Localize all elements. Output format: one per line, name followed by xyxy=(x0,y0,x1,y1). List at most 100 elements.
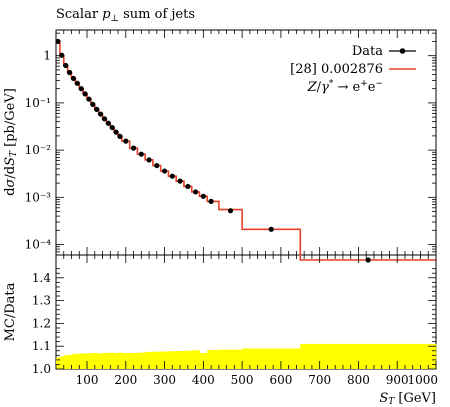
ratio-band-bin xyxy=(94,353,99,369)
xtick-label: 600 xyxy=(269,373,292,387)
data-point xyxy=(365,257,371,263)
data-point xyxy=(200,193,206,199)
data-point xyxy=(192,189,199,195)
ratio-ytick-label: 1.2 xyxy=(32,316,51,330)
ratio-band-bin xyxy=(83,353,88,369)
ratio-band-bin xyxy=(160,351,169,369)
xtick-label: 200 xyxy=(114,373,137,387)
data-points-group xyxy=(55,38,371,263)
ratio-ytick-label: 1.1 xyxy=(32,339,51,353)
ratio-band-bin xyxy=(98,353,103,369)
ratio-band-bin xyxy=(110,352,115,369)
ratio-band-bin xyxy=(102,353,107,369)
data-point xyxy=(117,133,123,140)
legend: Data [28] 0.002876 Z/γ* → e+e− xyxy=(290,44,416,95)
legend-mc-label: [28] 0.002876 xyxy=(290,62,383,77)
data-point xyxy=(169,173,175,179)
data-point xyxy=(227,208,234,214)
ratio-band-bin xyxy=(218,349,243,369)
ratio-band-bin xyxy=(118,352,123,369)
ratio-band-bin xyxy=(152,351,161,369)
ratio-band-bin xyxy=(168,351,177,369)
ratio-band-bin xyxy=(191,350,200,369)
data-point xyxy=(208,198,214,204)
xtick-label: 700 xyxy=(308,373,331,387)
data-point xyxy=(105,120,111,126)
ratio-band-bin xyxy=(56,357,61,369)
data-point xyxy=(82,91,88,97)
data-point xyxy=(70,75,77,82)
chart-title: Scalar p⊥ sum of jets xyxy=(56,7,195,24)
title-var: p xyxy=(102,7,111,22)
data-point xyxy=(177,178,183,184)
data-point xyxy=(86,96,92,102)
ratio-band-bin xyxy=(59,356,65,369)
ratio-ylabel: MC/Data xyxy=(3,282,18,341)
data-point xyxy=(101,116,108,122)
ratio-ytick-label: 1.0 xyxy=(32,362,51,376)
data-point xyxy=(63,62,69,69)
ratio-band-bin xyxy=(79,353,84,369)
data-point xyxy=(113,129,119,135)
data-point xyxy=(94,106,100,112)
title-sub: ⊥ xyxy=(111,14,119,24)
main-ytick-label: 10⁻⁴ xyxy=(25,238,52,252)
main-ytick-label: 1 xyxy=(43,49,51,63)
data-point xyxy=(161,168,168,174)
ratio-band-bin xyxy=(300,343,437,369)
ratio-band-bin xyxy=(183,350,193,369)
ratio-band-bin xyxy=(145,351,154,369)
data-point xyxy=(59,52,65,58)
ratio-band-bin xyxy=(67,354,72,369)
ratio-band-bin xyxy=(242,348,301,369)
x-axis-title: ST [GeV] xyxy=(379,391,436,407)
ratio-band-bin xyxy=(75,353,80,369)
legend-data-marker xyxy=(399,48,406,54)
xtick-label: 400 xyxy=(192,373,215,387)
data-point xyxy=(109,124,115,131)
main-ylabel: dσ/dST [pb/GeV] xyxy=(3,88,19,196)
ratio-band-bin xyxy=(106,352,111,369)
main-ytick-label: 10⁻¹ xyxy=(25,96,51,110)
ratio-ytick-label: 1.4 xyxy=(32,271,51,285)
data-point xyxy=(123,138,129,144)
axis-ticks-group xyxy=(55,30,437,370)
data-point xyxy=(78,86,84,92)
ratio-band-bin xyxy=(63,355,68,369)
legend-process-label: Z/γ* → e+e− xyxy=(307,79,383,95)
xtick-label: 900 xyxy=(386,373,409,387)
data-point xyxy=(74,80,80,86)
ratio-ytick-label: 1.3 xyxy=(32,294,51,308)
ratio-band-bin xyxy=(87,353,92,369)
xtick-label: 500 xyxy=(231,373,254,387)
main-ytick-label: 10⁻² xyxy=(25,143,52,157)
ratio-ytick-labels: 1.0 1.1 1.2 1.3 1.4 xyxy=(32,271,51,376)
data-point xyxy=(90,101,96,107)
data-point xyxy=(154,162,160,169)
data-point xyxy=(138,151,144,157)
ratio-band-bin xyxy=(207,350,220,369)
xtick-label: 300 xyxy=(153,373,176,387)
data-point xyxy=(185,183,191,190)
ratio-band-bin xyxy=(129,353,138,369)
data-point xyxy=(146,157,152,163)
data-point xyxy=(130,145,137,151)
xtick-label: 1000 xyxy=(407,373,438,387)
ratio-band-bin xyxy=(137,352,146,369)
xtick-label: 100 xyxy=(76,373,99,387)
main-ytick-label: 10⁻³ xyxy=(25,190,52,204)
title-prefix: Scalar xyxy=(56,7,102,22)
legend-data-label: Data xyxy=(352,44,383,59)
main-ytick-labels: 1 10⁻¹ 10⁻² 10⁻³ 10⁻⁴ xyxy=(25,49,52,252)
ratio-band-bin xyxy=(71,354,76,369)
ratio-band-bin xyxy=(114,353,119,369)
ratio-band-bin xyxy=(90,353,96,369)
title-suffix: sum of jets xyxy=(119,7,195,22)
ratio-band-bin xyxy=(176,350,185,369)
xtick-label: 800 xyxy=(347,373,370,387)
data-point xyxy=(268,226,274,232)
data-point xyxy=(66,69,73,76)
data-point xyxy=(97,111,104,117)
